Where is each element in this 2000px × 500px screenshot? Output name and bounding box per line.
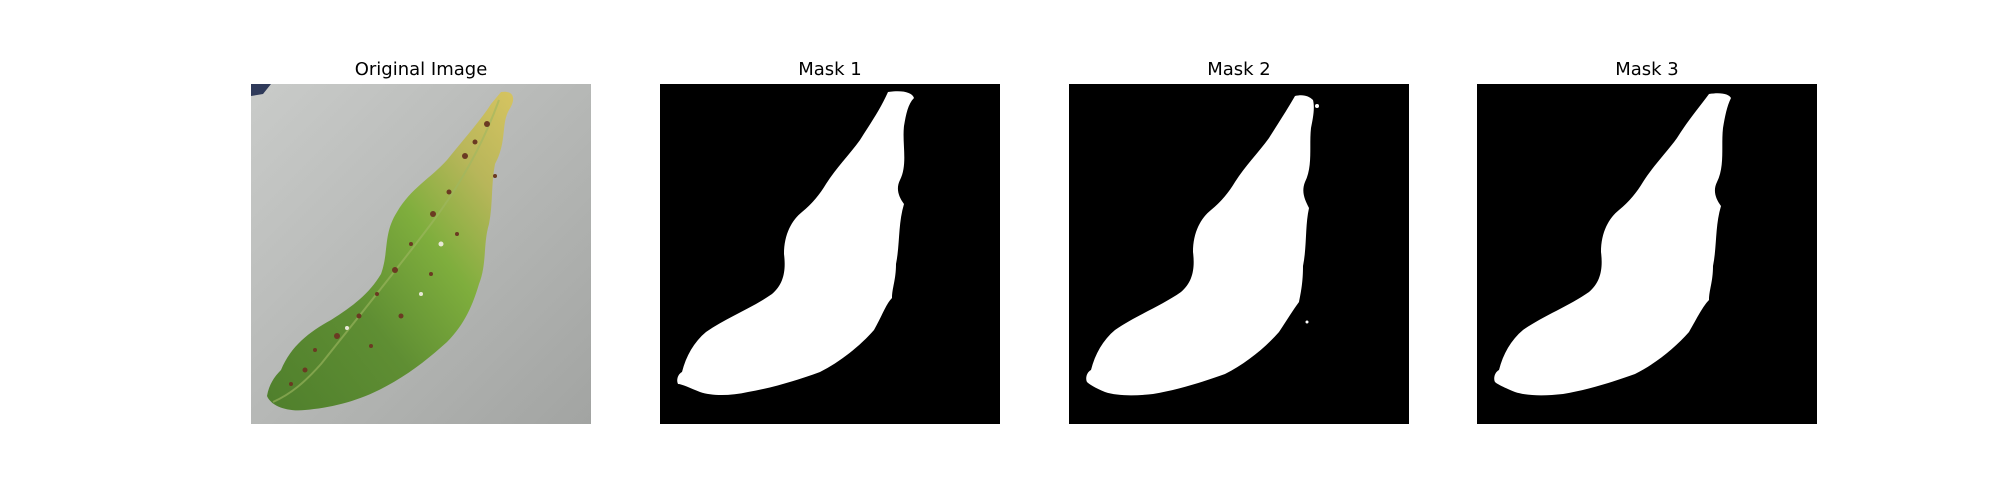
panel-title: Original Image — [354, 59, 488, 80]
panel-mask-2: Mask 2 — [1069, 0, 1409, 500]
panel-title: Mask 2 — [1207, 59, 1271, 80]
leaf-photo — [251, 84, 591, 424]
mask-image — [660, 84, 1000, 424]
leaf-photo-svg — [251, 84, 591, 424]
panel-title: Mask 1 — [798, 59, 862, 80]
mask-1-svg — [660, 84, 1000, 424]
mask-image — [1477, 84, 1817, 424]
panel-original-image: Original Image — [251, 0, 591, 500]
panel-title: Mask 3 — [1615, 59, 1679, 80]
mask-2-svg — [1069, 84, 1409, 424]
panel-mask-3: Mask 3 — [1477, 0, 1817, 500]
panel-mask-1: Mask 1 — [660, 0, 1000, 500]
mask-3-svg — [1477, 84, 1817, 424]
mask-image — [1069, 84, 1409, 424]
